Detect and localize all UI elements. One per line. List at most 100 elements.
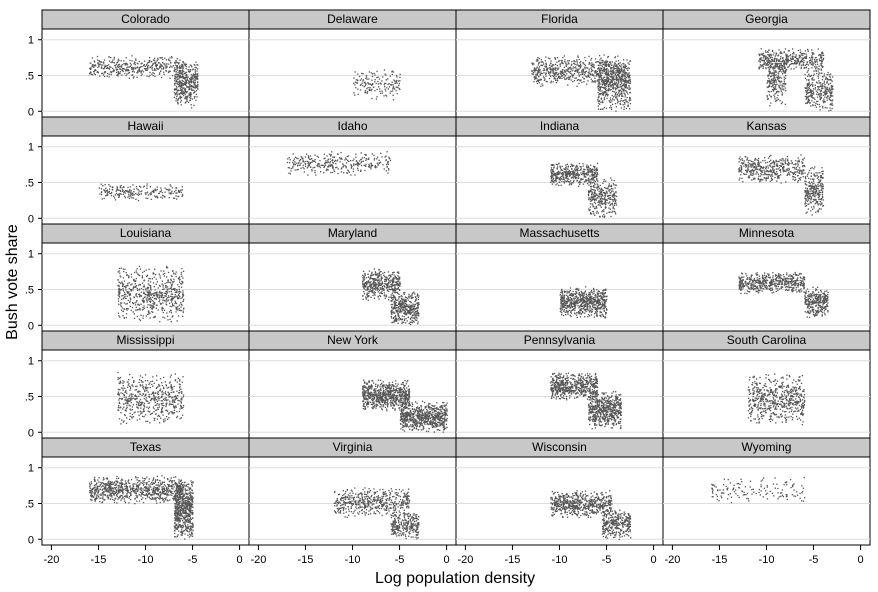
scatter-point: [613, 67, 615, 69]
scatter-point: [556, 65, 558, 67]
scatter-point: [590, 67, 592, 69]
scatter-point: [98, 60, 100, 62]
scatter-point: [347, 155, 350, 157]
scatter-point: [615, 202, 617, 204]
scatter-point: [594, 191, 596, 194]
scatter-point: [195, 77, 198, 79]
scatter-point: [777, 72, 779, 74]
scatter-point: [622, 88, 624, 91]
scatter-point: [767, 74, 769, 76]
scatter-point: [181, 75, 184, 78]
scatter-point: [778, 77, 780, 79]
scatter-point: [622, 66, 624, 68]
scatter-point: [602, 86, 604, 89]
scatter-point: [176, 65, 179, 67]
scatter-point: [761, 54, 763, 56]
scatter-point: [119, 189, 121, 192]
scatter-point: [376, 96, 378, 98]
scatter-point: [551, 183, 553, 185]
scatter-point: [555, 73, 557, 75]
scatter-point: [776, 99, 778, 101]
scatter-point: [783, 60, 785, 62]
scatter-point: [769, 60, 772, 62]
scatter-point: [370, 90, 372, 92]
scatter-point: [536, 80, 539, 82]
scatter-point: [589, 206, 591, 208]
scatter-point: [117, 71, 119, 73]
scatter-point: [333, 169, 335, 171]
scatter-point: [176, 58, 178, 60]
scatter-point: [577, 55, 579, 57]
scatter-point: [745, 156, 747, 158]
scatter-point: [819, 172, 821, 174]
scatter-point: [127, 186, 129, 189]
scatter-point: [786, 54, 788, 56]
scatter-point: [615, 75, 617, 77]
scatter-point: [357, 73, 359, 75]
scatter-point: [191, 69, 194, 71]
scatter-point: [818, 176, 820, 178]
scatter-point: [189, 64, 192, 66]
scatter-point: [377, 156, 379, 158]
scatter-point: [178, 82, 180, 85]
scatter-point: [818, 58, 820, 60]
scatter-point: [196, 84, 198, 87]
scatter-point: [350, 166, 353, 168]
scatter-point: [816, 96, 819, 98]
scatter-point: [801, 59, 803, 61]
scatter-point: [553, 70, 555, 72]
scatter-point: [195, 85, 197, 87]
scatter-point: [612, 70, 614, 72]
scatter-point: [829, 76, 831, 78]
scatter-point: [550, 181, 552, 183]
scatter-point: [821, 195, 824, 197]
scatter-point: [588, 180, 590, 183]
scatter-point: [334, 159, 337, 161]
scatter-point: [767, 54, 769, 56]
scatter-point: [314, 159, 316, 161]
scatter-point: [796, 61, 798, 63]
scatter-point: [174, 80, 176, 82]
scatter-point: [779, 69, 781, 71]
scatter-point: [811, 52, 813, 54]
scatter-point: [571, 70, 574, 72]
scatter-point: [604, 95, 607, 97]
scatter-point: [765, 57, 768, 60]
scatter-point: [769, 180, 771, 182]
scatter-point: [808, 169, 811, 172]
scatter-point: [609, 208, 611, 210]
scatter-point: [103, 59, 106, 61]
scatter-point: [122, 190, 124, 193]
scatter-point: [352, 159, 354, 162]
scatter-point: [177, 97, 179, 100]
scatter-point: [580, 60, 582, 63]
scatter-point: [602, 91, 604, 94]
scatter-point: [177, 78, 179, 80]
scatter-point: [818, 65, 820, 67]
scatter-point: [387, 172, 389, 174]
scatter-point: [145, 193, 147, 196]
scatter-point: [773, 58, 775, 60]
scatter-point: [121, 64, 123, 66]
scatter-point: [182, 194, 184, 196]
scatter-point: [818, 82, 820, 84]
scatter-point: [610, 188, 613, 190]
scatter-point: [600, 98, 602, 100]
scatter-point: [385, 94, 387, 96]
scatter-point: [615, 204, 618, 206]
scatter-point: [154, 189, 157, 191]
scatter-point: [190, 93, 192, 95]
scatter-point: [176, 81, 179, 83]
scatter-point: [818, 208, 821, 210]
scatter-point: [818, 185, 820, 187]
scatter-point: [323, 166, 326, 168]
scatter-point: [628, 67, 630, 70]
scatter-point: [778, 160, 780, 163]
scatter-point: [607, 73, 609, 75]
scatter-point: [91, 57, 94, 59]
scatter-point: [587, 177, 590, 180]
scatter-point: [624, 80, 626, 82]
scatter-point: [772, 67, 774, 69]
scatter-point: [190, 93, 193, 95]
scatter-point: [342, 166, 344, 168]
